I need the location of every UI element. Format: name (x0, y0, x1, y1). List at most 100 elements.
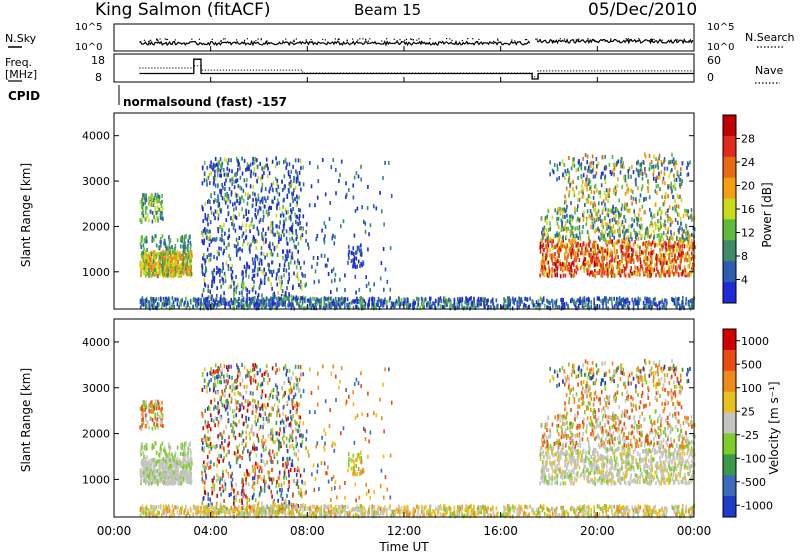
data-cell (268, 189, 271, 194)
data-cell (639, 267, 641, 272)
data-cell (623, 243, 625, 248)
data-cell (205, 233, 208, 238)
data-cell (250, 169, 252, 174)
data-cell (238, 236, 241, 240)
data-cell (660, 170, 663, 175)
data-cell (608, 251, 611, 256)
data-cell (595, 242, 597, 247)
data-cell (663, 272, 666, 277)
data-cell (151, 235, 154, 240)
data-cell (577, 235, 580, 240)
freq-tick-high: 18 (91, 54, 105, 67)
data-cell (145, 298, 148, 303)
data-cell (618, 226, 621, 231)
data-cell (662, 266, 665, 271)
data-cell (275, 296, 278, 301)
data-cell (584, 203, 586, 207)
data-cell (342, 219, 345, 224)
data-cell (270, 270, 273, 274)
nsearch-dot (559, 38, 561, 40)
data-cell (288, 292, 290, 297)
data-cell (142, 196, 144, 201)
data-cell (323, 237, 325, 242)
data-cell (364, 229, 367, 234)
data-cell (594, 174, 597, 179)
data-cell (228, 254, 230, 258)
data-cell (224, 200, 227, 205)
data-cell (308, 305, 310, 310)
data-cell (190, 268, 192, 273)
nsearch-dot (285, 38, 287, 40)
data-cell (209, 289, 211, 294)
data-cell (574, 226, 576, 231)
data-cell (313, 303, 316, 308)
data-cell (592, 161, 595, 165)
nsearch-dot (404, 39, 406, 41)
data-cell (308, 203, 311, 208)
data-cell (214, 156, 217, 161)
data-cell (305, 238, 307, 243)
data-cell (161, 234, 164, 239)
data-cell (219, 163, 222, 168)
data-cell (629, 255, 632, 260)
data-cell (291, 299, 294, 304)
data-cell (661, 162, 663, 167)
data-cell (634, 297, 637, 302)
data-cell (330, 165, 333, 170)
data-cell (227, 236, 229, 241)
data-cell (623, 236, 626, 240)
data-cell (349, 304, 351, 309)
data-cell (280, 236, 282, 241)
data-cell (342, 300, 345, 305)
data-cell (623, 302, 625, 307)
data-cell (165, 256, 168, 260)
data-cell (616, 296, 618, 301)
data-cell (259, 217, 262, 222)
data-cell (286, 162, 288, 167)
data-cell (241, 272, 243, 277)
data-cell (554, 245, 556, 250)
data-cell (166, 298, 168, 303)
data-cell (331, 300, 334, 305)
data-cell (187, 239, 189, 244)
data-cell (256, 199, 258, 203)
nsearch-dot (659, 38, 661, 41)
data-cell (245, 234, 248, 239)
data-cell (264, 231, 267, 236)
data-cell (661, 246, 663, 251)
data-cell (271, 297, 274, 301)
data-cell (664, 181, 666, 186)
data-cell (620, 273, 622, 278)
data-cell (255, 215, 257, 220)
data-cell (390, 301, 393, 306)
data-cell (208, 173, 211, 177)
data-cell (657, 158, 659, 163)
data-cell (156, 274, 159, 279)
nsearch-dot (156, 39, 158, 41)
data-cell (257, 231, 260, 236)
data-cell (235, 275, 237, 279)
data-cell (207, 284, 209, 289)
data-cell (627, 273, 630, 278)
data-cell (628, 243, 630, 248)
data-cell (593, 301, 595, 306)
data-cell (218, 303, 221, 307)
data-cell (639, 207, 641, 212)
data-cell (277, 296, 280, 301)
data-cell (169, 273, 172, 278)
velocity-scatter (139, 358, 696, 519)
data-cell (537, 299, 540, 304)
data-cell (364, 301, 367, 306)
data-cell (151, 273, 153, 278)
data-cell (565, 228, 568, 233)
data-cell (561, 300, 563, 305)
data-cell (217, 227, 219, 231)
data-cell (235, 290, 237, 294)
data-cell (356, 245, 359, 250)
data-cell (621, 245, 624, 250)
data-cell (261, 235, 263, 240)
data-cell (568, 266, 570, 271)
data-cell (373, 282, 375, 287)
data-cell (682, 213, 685, 218)
